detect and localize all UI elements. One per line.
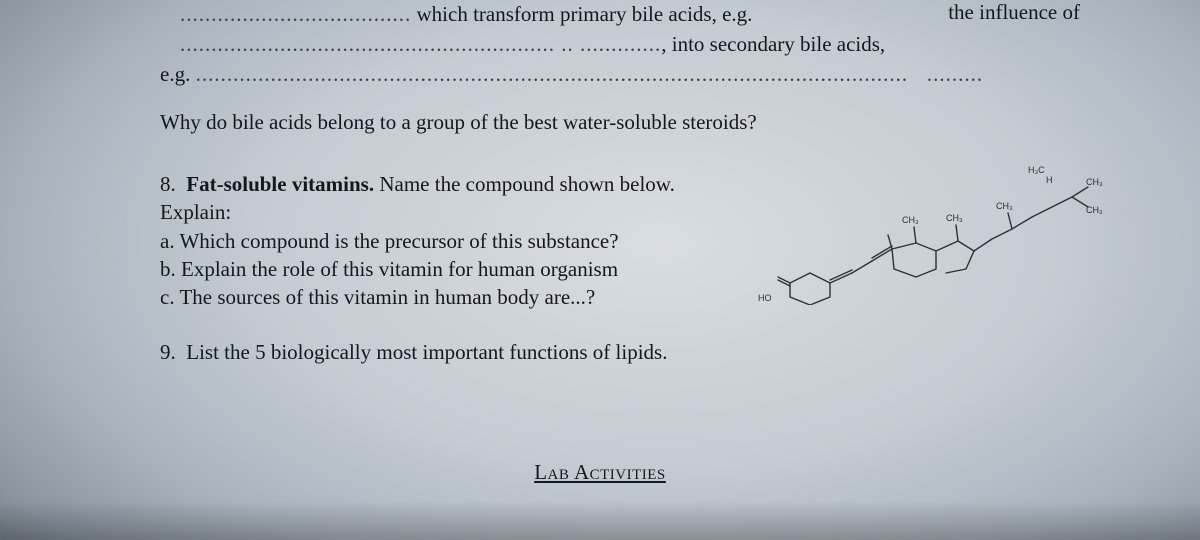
question-why: Why do bile acids belong to a group of t… bbox=[160, 110, 1080, 135]
q8-c: c. The sources of this vitamin in human … bbox=[160, 285, 595, 309]
q8-explain: Explain: bbox=[160, 200, 231, 224]
lab-text: Lab Activities bbox=[534, 460, 666, 484]
lab-activities-heading: Lab Activities bbox=[0, 460, 1200, 485]
label-ch3-d: CH₃ bbox=[1086, 205, 1103, 215]
label-ch3-c: CH₃ bbox=[996, 201, 1013, 211]
dots: ........................................… bbox=[196, 62, 984, 86]
dots: ........................................… bbox=[180, 32, 661, 56]
text-transform: which transform primary bile acids, e.g. bbox=[411, 2, 752, 26]
q9-number: 9. bbox=[160, 340, 176, 364]
q8-a: a. Which compound is the precursor of th… bbox=[160, 229, 619, 253]
label-ch3-a: CH₃ bbox=[902, 215, 919, 225]
q9-text: List the 5 biologically most important f… bbox=[186, 340, 667, 364]
q8-number: 8. bbox=[160, 172, 176, 196]
molecule-svg bbox=[760, 165, 1100, 305]
question-8: 8. Fat-soluble vitamins. Name the compou… bbox=[160, 170, 740, 312]
q8-lead: Fat-soluble vitamins. bbox=[186, 172, 374, 196]
document-page: ..................................... wh… bbox=[0, 0, 1200, 540]
molecule-structure: HO CH₃ CH₃ CH₃ CH₃ H₃C H CH₃ bbox=[760, 165, 1100, 305]
text-influence: the influence of bbox=[948, 0, 1080, 25]
label-h3c: H₃C bbox=[1028, 165, 1045, 175]
vignette bbox=[0, 500, 1200, 540]
label-h: H bbox=[1046, 175, 1053, 185]
label-ch3-e: CH₃ bbox=[1086, 177, 1103, 187]
text-secondary: , into secondary bile acids, bbox=[661, 32, 885, 56]
dots: ..................................... bbox=[180, 2, 411, 26]
q8-stem: Name the compound shown below. bbox=[374, 172, 675, 196]
q8-b: b. Explain the role of this vitamin for … bbox=[160, 257, 618, 281]
text-eg: e.g. bbox=[160, 62, 190, 86]
label-ho: HO bbox=[758, 293, 772, 303]
line-secondary: ........................................… bbox=[180, 32, 1100, 57]
line-eg: e.g. ...................................… bbox=[160, 62, 1100, 87]
question-9: 9. List the 5 biologically most importan… bbox=[160, 340, 667, 365]
label-ch3-b: CH₃ bbox=[946, 213, 963, 223]
